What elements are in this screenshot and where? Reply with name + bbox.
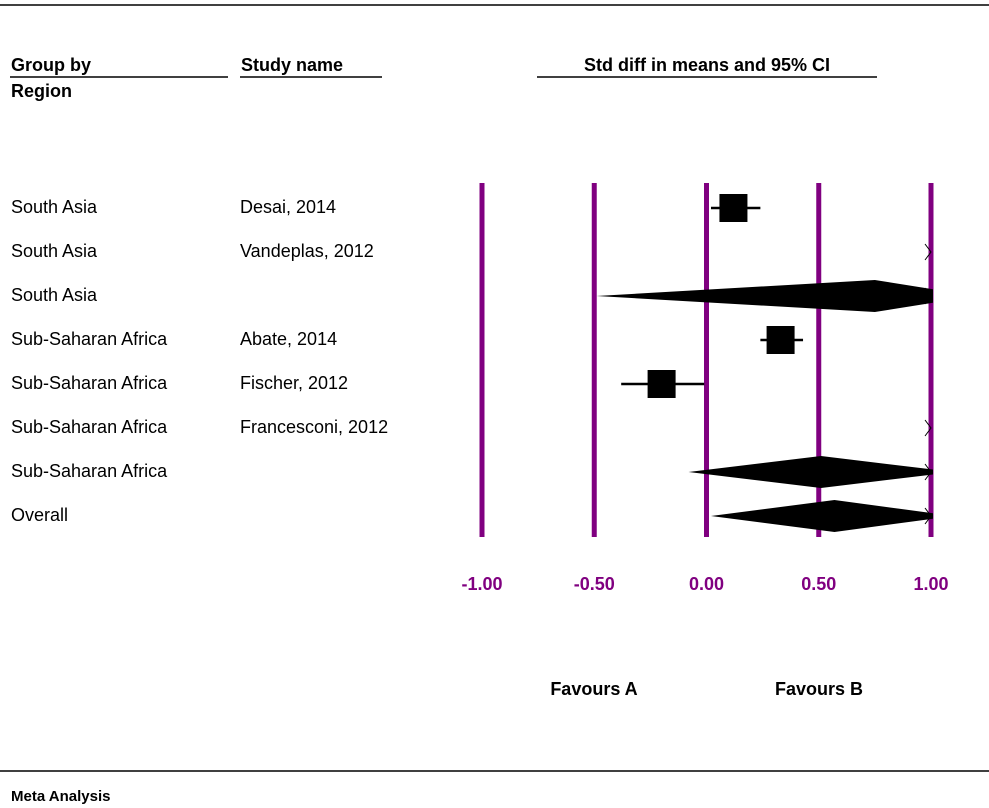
off-scale-arrow [924,419,932,437]
study-name: Vandeplas, 2012 [240,241,374,261]
x-tick-label: -1.00 [461,574,502,594]
group-name: South Asia [11,285,98,305]
summary-diamond [710,500,933,532]
group-name: South Asia [11,241,98,261]
study-name: Desai, 2014 [240,197,336,217]
x-tick-label: 0.00 [689,574,724,594]
off-scale-arrow [924,287,932,305]
group-name: Sub-Saharan Africa [11,373,168,393]
x-tick-label: -0.50 [574,574,615,594]
group-name: Sub-Saharan Africa [11,417,168,437]
plot-title: Std diff in means and 95% CI [584,55,830,75]
left-label: Favours A [550,679,637,699]
x-tick-label: 1.00 [913,574,948,594]
group-name: South Asia [11,197,98,217]
x-tick-label: 0.50 [801,574,836,594]
right-label: Favours B [775,679,863,699]
study-name: Francesconi, 2012 [240,417,388,437]
summary-diamond [596,280,933,312]
off-scale-arrow [924,507,932,525]
group-name: Overall [11,505,68,525]
off-scale-arrow [924,463,932,481]
study-name: Fischer, 2012 [240,373,348,393]
column-header: Group by [11,55,91,75]
point-estimate [647,370,676,398]
column-header: Study name [241,55,343,75]
group-label: Region [11,81,72,101]
group-name: Sub-Saharan Africa [11,461,168,481]
group-name: Sub-Saharan Africa [11,329,168,349]
off-scale-arrow [924,243,932,261]
point-estimate [719,194,748,222]
summary-diamond [688,456,933,488]
footer: Meta Analysis [11,788,111,805]
study-name: Abate, 2014 [240,329,337,349]
point-estimate [766,326,795,354]
